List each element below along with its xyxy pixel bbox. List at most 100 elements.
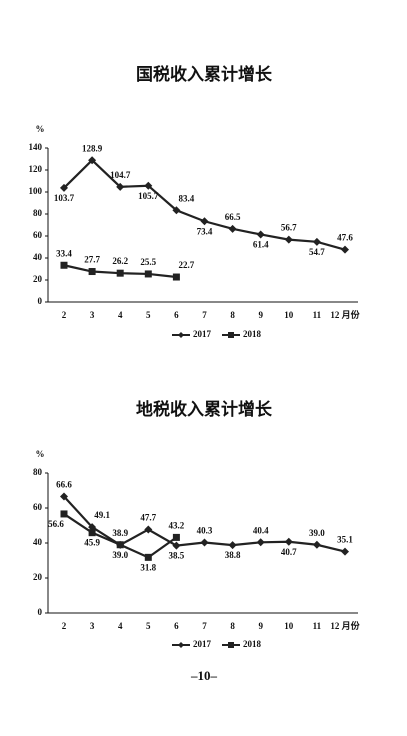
y-tick-label: 100 — [29, 186, 43, 196]
diamond-marker — [312, 540, 321, 549]
diamond-marker — [284, 235, 293, 244]
data-label: 73.4 — [197, 226, 213, 236]
data-label: 40.3 — [197, 526, 213, 536]
y-tick-label: 40 — [33, 252, 43, 262]
data-label: 103.7 — [54, 193, 75, 203]
data-label: 66.5 — [225, 212, 241, 222]
diamond-marker — [60, 492, 68, 501]
diamond-marker — [228, 224, 237, 233]
data-label: 66.6 — [56, 480, 72, 490]
x-tick-label: 9 — [258, 621, 263, 631]
x-tick-label: 10 — [284, 621, 294, 631]
x-tick-label: 11 — [313, 621, 322, 631]
y-tick-label: 120 — [29, 164, 43, 174]
x-tick-label: 5 — [146, 621, 151, 631]
x-tick-label: 6 — [174, 310, 179, 320]
data-label: 47.6 — [337, 233, 353, 243]
diamond-marker — [60, 183, 68, 192]
data-label: 45.9 — [84, 538, 100, 548]
diamond-marker — [341, 245, 349, 254]
data-label: 61.4 — [253, 240, 269, 250]
data-label: 27.7 — [84, 255, 100, 265]
y-tick-label: 0 — [38, 607, 43, 617]
x-tick-label: 2 — [62, 310, 67, 320]
y-tick-label: 0 — [38, 296, 43, 306]
data-label: 39.0 — [112, 550, 128, 560]
x-tick-label: 10 — [284, 310, 294, 320]
data-label: 47.7 — [140, 513, 156, 523]
data-label: 56.6 — [48, 519, 64, 529]
x-tick-label: 4 — [118, 310, 123, 320]
square-marker — [88, 268, 96, 276]
diamond-marker — [144, 525, 153, 534]
x-tick-label: 7 — [202, 310, 207, 320]
data-label: 39.0 — [309, 528, 325, 538]
x-tick-label: 3 — [90, 621, 95, 631]
data-label: 105.7 — [138, 191, 159, 201]
data-label: 26.2 — [112, 256, 128, 266]
x-tick-label: 7 — [202, 621, 207, 631]
data-label: 83.4 — [179, 193, 195, 203]
x-tick-label: 11 — [313, 310, 322, 320]
data-label: 31.8 — [140, 562, 156, 572]
page-number: –10– — [190, 668, 218, 683]
x-tick-label: 12 月份 — [330, 309, 360, 320]
legend-marker — [178, 642, 184, 648]
y-tick-label: 140 — [29, 142, 43, 152]
legend-label: 2017 — [193, 329, 212, 339]
data-label: 40.7 — [281, 547, 297, 557]
data-label: 25.5 — [140, 257, 156, 267]
x-tick-label: 6 — [174, 621, 179, 631]
y-tick-label: 20 — [33, 572, 43, 582]
diamond-marker — [341, 547, 349, 556]
data-label: 33.4 — [56, 248, 72, 258]
chart-title: 地税收入累计增长 — [136, 399, 273, 420]
data-label: 22.7 — [179, 260, 195, 270]
legend-label: 2018 — [243, 329, 262, 339]
diamond-marker — [172, 541, 181, 550]
diamond-marker — [200, 538, 209, 547]
legend-marker — [228, 642, 234, 648]
y-tick-label: 80 — [33, 208, 43, 218]
legend-label: 2018 — [243, 639, 262, 649]
y-tick-label: 60 — [33, 502, 43, 512]
diamond-marker — [228, 541, 237, 550]
diamond-marker — [312, 237, 321, 246]
data-label: 38.5 — [169, 551, 185, 561]
data-label: 35.1 — [337, 535, 353, 545]
y-tick-label: 20 — [33, 274, 43, 284]
square-marker — [88, 529, 96, 537]
x-tick-label: 4 — [118, 621, 123, 631]
diamond-marker — [116, 182, 125, 191]
y-tick-label: 80 — [33, 467, 43, 477]
y-tick-label: 40 — [33, 537, 43, 547]
data-label: 128.9 — [82, 143, 103, 153]
legend-marker — [178, 332, 184, 338]
x-tick-label: 2 — [62, 621, 67, 631]
x-tick-label: 8 — [230, 621, 235, 631]
diamond-marker — [172, 206, 181, 215]
data-label: 56.7 — [281, 223, 297, 233]
diamond-marker — [284, 537, 293, 546]
square-marker — [172, 273, 180, 281]
diamond-marker — [256, 538, 265, 547]
data-label: 104.7 — [110, 170, 131, 180]
data-label: 43.2 — [169, 520, 185, 530]
square-marker — [144, 553, 152, 561]
chart-title: 国税收入累计增长 — [136, 64, 273, 85]
diamond-marker — [88, 523, 97, 532]
square-marker — [172, 533, 180, 541]
square-marker — [116, 269, 124, 277]
y-axis-label: % — [36, 124, 45, 134]
data-label: 38.9 — [112, 528, 128, 538]
x-tick-label: 5 — [146, 310, 151, 320]
y-tick-label: 60 — [33, 230, 43, 240]
diamond-marker — [256, 230, 265, 239]
square-marker — [60, 261, 68, 269]
diamond-marker — [88, 156, 97, 165]
diamond-marker — [144, 181, 153, 190]
x-tick-label: 12 月份 — [330, 620, 360, 631]
y-axis-label: % — [36, 449, 45, 459]
square-marker — [144, 270, 152, 278]
